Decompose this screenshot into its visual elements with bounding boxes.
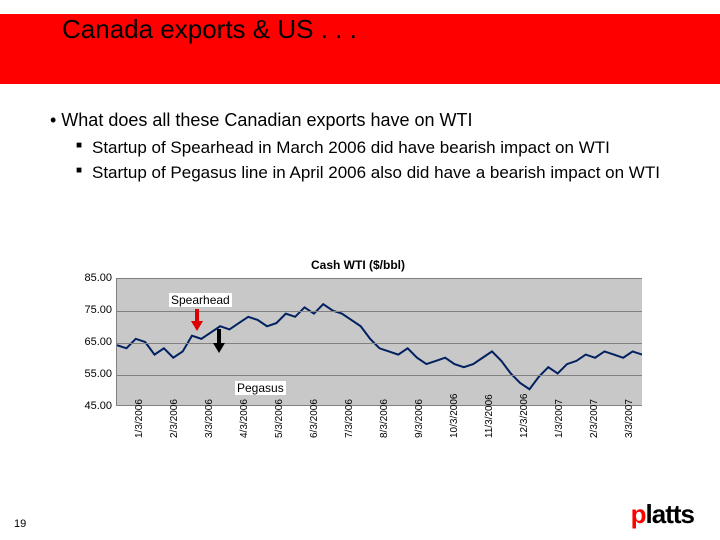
x-axis-label: 10/3/2006 [449,394,451,439]
slide: Canada exports & US . . . • What does al… [0,0,720,540]
x-axis-label: 1/3/2007 [554,399,556,438]
x-axis-label: 6/3/2006 [309,399,311,438]
chart-plot: Spearhead Pegasus 85.0075.0065.0055.0045… [74,278,642,406]
bullet-main: • What does all these Canadian exports h… [50,110,670,131]
annotation-spearhead: Spearhead [169,293,232,307]
bullet-sub-1: Startup of Spearhead in March 2006 did h… [76,137,670,158]
page-number: 19 [14,518,26,530]
x-axis-label: 2/3/2007 [589,399,591,438]
y-axis-label: 85.00 [74,272,112,284]
gridline [117,343,642,344]
chart-plot-area: Spearhead Pegasus [116,278,642,406]
body-text: • What does all these Canadian exports h… [50,110,670,188]
slide-title: Canada exports & US . . . [62,14,357,45]
x-axis-label: 1/3/2006 [134,399,136,438]
x-axis-label: 11/3/2006 [484,394,486,438]
x-axis-label: 3/3/2007 [624,399,626,438]
platts-logo: platts [631,499,694,530]
x-axis-label: 4/3/2006 [239,399,241,438]
bullet-sub-2: Startup of Pegasus line in April 2006 al… [76,162,670,183]
y-axis-label: 65.00 [74,336,112,348]
chart-title: Cash WTI ($/bbl) [74,258,642,272]
y-axis-label: 45.00 [74,400,112,412]
x-axis-label: 7/3/2006 [344,399,346,438]
x-axis-label: 9/3/2006 [414,399,416,438]
x-axis-label: 2/3/2006 [169,399,171,438]
y-axis-label: 75.00 [74,304,112,316]
gridline [117,375,642,376]
wti-chart: Cash WTI ($/bbl) Spearhead Pegasus 85.00… [74,258,642,448]
x-axis-label: 5/3/2006 [274,399,276,438]
x-axis-label: 3/3/2006 [204,399,206,438]
chart-x-axis: 1/3/2006 2/3/2006 3/3/2006 4/3/2006 5/3/2006… [116,392,642,440]
title-bar: Canada exports & US . . . [0,14,720,84]
x-axis-label: 8/3/2006 [379,399,381,438]
x-axis-label: 12/3/2006 [519,394,521,439]
y-axis-label: 55.00 [74,368,112,380]
